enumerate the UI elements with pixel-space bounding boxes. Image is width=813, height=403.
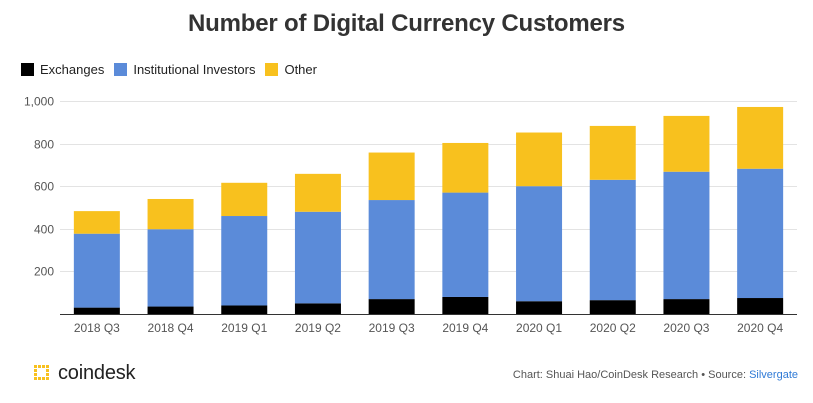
bar-exchanges [442,296,489,314]
chart-legend: Exchanges Institutional Investors Other [21,62,327,77]
bar-exchanges [221,305,268,314]
bar-exchanges [147,306,194,314]
bar-other [589,125,636,180]
x-tick-label: 2019 Q1 [221,321,267,335]
legend-swatch-other [265,63,279,76]
legend-item-other: Other [265,62,317,77]
bar-exchanges [589,300,636,314]
y-tick-label: 1,000 [24,95,54,109]
bar-other [442,142,489,193]
chart-title: Number of Digital Currency Customers [188,10,625,37]
y-tick-label: 800 [34,138,54,152]
bar-exchanges [516,301,563,314]
chart-credit: Chart: Shuai Hao/CoinDesk Research • Sou… [513,369,798,381]
legend-item-exchanges: Exchanges [21,62,104,77]
bar-institutional-investors [663,171,710,300]
x-tick-label: 2019 Q3 [369,321,415,335]
coindesk-logo-text: coindesk [58,362,136,384]
bar-exchanges [73,307,120,314]
bar-institutional-investors [737,168,784,299]
y-tick-label: 600 [34,180,54,194]
x-tick-label: 2018 Q3 [74,321,120,335]
coindesk-logo-icon [34,364,49,380]
legend-item-institutional-investors: Institutional Investors [114,62,255,77]
credit-prefix: Chart: Shuai Hao/CoinDesk Research • Sou… [512,369,750,381]
bar-institutional-investors [221,216,268,306]
bar-institutional-investors [589,179,636,301]
bar-institutional-investors [294,211,341,304]
legend-swatch-exchanges [21,63,34,76]
x-tick-label: 2019 Q4 [442,321,488,335]
x-tick-label: 2020 Q3 [663,321,709,335]
y-tick-label: 400 [34,223,54,237]
x-tick-label: 2018 Q4 [148,321,194,335]
bar-exchanges [368,299,415,314]
x-tick-label: 2020 Q4 [737,321,783,335]
credit-source-link[interactable]: Silvergate [749,369,798,381]
legend-label-other: Other [284,62,317,77]
legend-swatch-institutional-investors [114,63,128,76]
bar-exchanges [737,298,784,314]
x-tick-label: 2020 Q1 [516,321,562,335]
legend-label-institutional-investors: Institutional Investors [133,62,256,77]
bar-institutional-investors [147,229,194,307]
bar-other [294,173,341,212]
bar-institutional-investors [442,192,489,297]
bar-other [73,211,120,234]
x-tick-label: 2020 Q2 [590,321,636,335]
coindesk-logo: coindesk [34,362,136,385]
bar-other [516,132,563,187]
bar-exchanges [663,299,710,314]
bar-institutional-investors [368,200,415,300]
bar-other [663,115,710,172]
bar-other [368,152,415,201]
x-tick-label: 2019 Q2 [295,321,341,335]
legend-label-exchanges: Exchanges [40,62,105,77]
bar-exchanges [294,303,341,314]
bar-institutional-investors [516,186,563,302]
bar-institutional-investors [73,233,120,308]
bar-other [221,182,268,217]
bar-other [737,106,784,169]
bar-other [147,198,194,230]
y-tick-label: 200 [34,265,54,279]
